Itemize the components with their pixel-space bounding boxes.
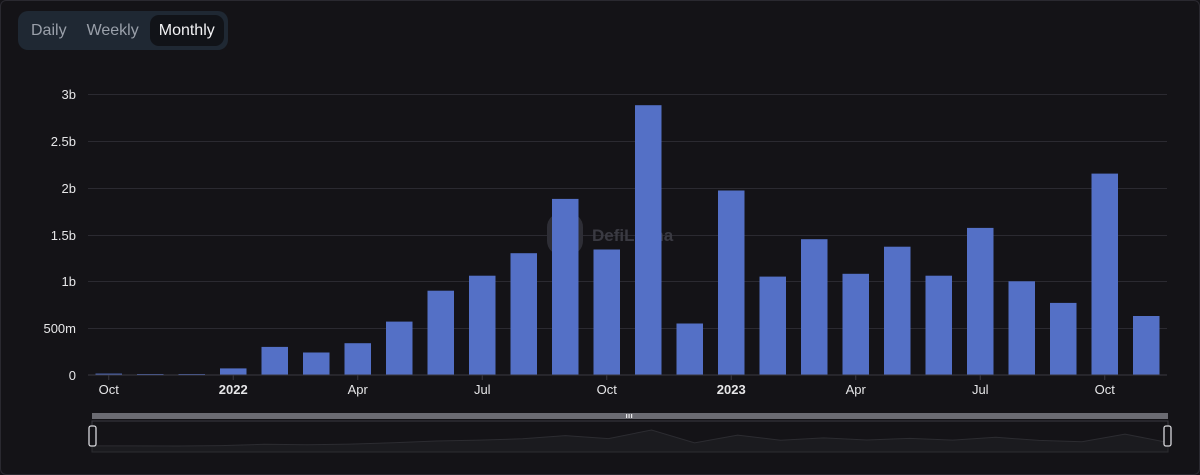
tab-daily[interactable]: Daily bbox=[31, 21, 67, 39]
bar[interactable] bbox=[427, 290, 455, 375]
bar[interactable] bbox=[718, 190, 745, 376]
bar[interactable] bbox=[759, 276, 787, 375]
y-tick-label: 2.5b bbox=[51, 134, 76, 149]
grid-lines bbox=[88, 94, 1167, 329]
x-tick-label: Apr bbox=[846, 382, 867, 397]
y-tick-label: 0 bbox=[69, 368, 76, 383]
y-tick-label: 2b bbox=[62, 181, 76, 196]
bar[interactable] bbox=[303, 352, 330, 376]
bar[interactable] bbox=[344, 343, 372, 375]
bar[interactable] bbox=[967, 227, 994, 375]
bar[interactable] bbox=[1008, 281, 1036, 375]
grip-icon bbox=[626, 414, 628, 418]
zoom-selected-range[interactable] bbox=[92, 413, 1168, 419]
bar[interactable] bbox=[1091, 173, 1119, 375]
bar[interactable] bbox=[676, 323, 704, 376]
bar[interactable] bbox=[386, 321, 413, 375]
x-tick-label: Jul bbox=[972, 382, 989, 397]
y-tick-label: 1.5b bbox=[51, 228, 76, 243]
x-tick-label: Oct bbox=[99, 382, 120, 397]
x-tick-label: Apr bbox=[348, 382, 369, 397]
x-tick-label: Jul bbox=[474, 382, 491, 397]
zoom-handle-right[interactable] bbox=[1163, 425, 1172, 447]
bar[interactable] bbox=[801, 239, 828, 375]
bar[interactable] bbox=[261, 346, 289, 375]
zoom-preview-area bbox=[91, 429, 1169, 453]
x-tick-label: 2023 bbox=[717, 382, 746, 397]
bar[interactable] bbox=[95, 373, 123, 375]
zoom-handle-left[interactable] bbox=[88, 425, 97, 447]
bar[interactable] bbox=[925, 275, 953, 375]
zoom-slider[interactable] bbox=[88, 413, 1172, 453]
y-axis: 0 500m 1b 1.5b 2b 2.5b 3b bbox=[43, 87, 76, 383]
y-tick-label: 3b bbox=[62, 87, 76, 102]
bar[interactable] bbox=[842, 273, 870, 375]
tab-weekly[interactable]: Weekly bbox=[86, 21, 139, 39]
bar[interactable] bbox=[884, 246, 911, 375]
x-tick-label: 2022 bbox=[219, 382, 248, 397]
period-tabs: Daily Weekly Monthly bbox=[18, 11, 228, 50]
y-tick-label: 1b bbox=[62, 274, 76, 289]
bar[interactable] bbox=[593, 249, 621, 376]
watermark-text: DefiLlama bbox=[592, 226, 674, 245]
tab-monthly[interactable]: Monthly bbox=[149, 15, 224, 46]
bar[interactable] bbox=[1133, 316, 1160, 375]
x-tick-label: Oct bbox=[597, 382, 618, 397]
bar[interactable] bbox=[510, 253, 538, 375]
bar[interactable] bbox=[220, 368, 247, 375]
x-axis: Oct 2022 Apr Jul Oct 2023 Apr Jul Oct bbox=[99, 375, 1116, 397]
bars bbox=[95, 105, 1160, 376]
bar[interactable] bbox=[552, 198, 579, 375]
bar[interactable] bbox=[469, 275, 496, 375]
bar[interactable] bbox=[1050, 302, 1077, 375]
x-tick-label: Oct bbox=[1095, 382, 1116, 397]
y-tick-label: 500m bbox=[43, 321, 76, 336]
bar[interactable] bbox=[635, 105, 662, 375]
